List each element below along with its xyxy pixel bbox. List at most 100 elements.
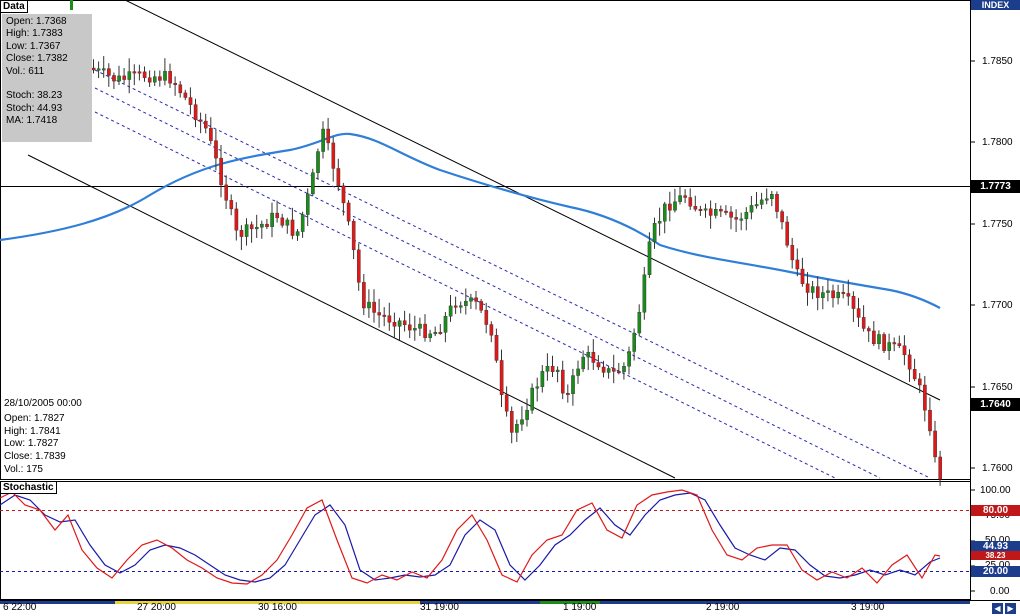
stoch-d-badge: 38.23 (971, 551, 1020, 560)
data-window-line: Stoch: 44.93 (6, 102, 63, 114)
candle-body (892, 342, 897, 345)
candle-body (423, 323, 427, 338)
candle-body (525, 410, 529, 420)
candle-body (397, 320, 402, 327)
candle-body (321, 128, 325, 152)
stoch-plot-frame (0, 481, 971, 600)
candle-body (484, 310, 489, 325)
candle-body (464, 300, 468, 306)
candle-body (627, 351, 631, 367)
candle-body (188, 97, 193, 105)
channel-upper-line (124, 0, 941, 401)
stoch-d-line (0, 492, 941, 583)
candle-body (428, 333, 433, 338)
stoch-axis-label: 100.00 (980, 485, 1011, 496)
moving-average-line (0, 132, 941, 309)
candle-body (673, 201, 677, 211)
candle-body (668, 203, 672, 211)
candle-body (311, 172, 315, 195)
candle-body (336, 168, 341, 187)
candle-body (907, 354, 912, 370)
session-bar (540, 601, 600, 604)
candle-body (622, 366, 626, 372)
candle-body (897, 343, 902, 346)
candle-body (918, 378, 922, 386)
stoch-20-badge: 20.00 (971, 566, 1020, 577)
data-window-line: Close: 1.7382 (6, 53, 68, 65)
candle-body (326, 128, 331, 144)
candle-body (805, 283, 810, 293)
candle-body (637, 312, 642, 334)
bar-info: 28/10/2005 00:00 Open: 1.7827 High: 1.78… (4, 398, 82, 477)
candle-body (591, 352, 596, 363)
candle-body (438, 332, 443, 334)
candle-body (877, 334, 881, 345)
candle-body (70, 0, 73, 10)
time-axis-label: 3 19:00 (851, 602, 885, 613)
candle-body (887, 342, 891, 351)
candle-body (520, 419, 524, 425)
price-axis-label: 1.7700 (982, 300, 1013, 311)
candle-body (408, 324, 412, 331)
candle-body (260, 223, 264, 228)
candle-body (372, 301, 376, 313)
candle-body (96, 68, 101, 71)
candle-body (387, 315, 392, 323)
candle-body (203, 120, 208, 129)
stoch-axis-label: 0.00 (990, 586, 1010, 597)
candle-body (826, 290, 830, 293)
candlestick-series (70, 0, 942, 486)
candle-body (535, 386, 540, 389)
candle-body (168, 71, 172, 84)
arrow-left-icon[interactable]: ◀ (992, 603, 1003, 614)
price-axis-label: 1.7600 (982, 463, 1013, 474)
candle-body (912, 369, 917, 380)
index-badge: INDEX (971, 0, 1020, 10)
candle-body (841, 291, 846, 294)
candle-body (300, 214, 305, 232)
candle-body (413, 328, 417, 331)
candle-body (816, 286, 820, 298)
candle-body (739, 218, 744, 221)
candle-body (729, 211, 733, 218)
candle-body (147, 77, 152, 83)
candle-body (800, 268, 805, 284)
candle-body (938, 456, 942, 480)
candle-body (362, 282, 366, 309)
candle-body (708, 208, 713, 216)
candle-body (510, 411, 514, 433)
candle-body (688, 197, 693, 207)
candle-body (923, 384, 927, 411)
candle-body (448, 305, 453, 317)
candle-body (285, 219, 290, 226)
candle-body (698, 209, 703, 211)
candle-body (867, 328, 871, 332)
candle-body (851, 296, 856, 309)
stoch-80-badge: 80.00 (971, 505, 1020, 516)
candle-body (142, 71, 147, 78)
last-price-badge: 1.7640 (971, 398, 1020, 411)
candle-body (576, 368, 580, 376)
session-bar (0, 601, 115, 604)
stochastic-tab[interactable]: Stochastic (0, 481, 57, 494)
data-tab[interactable]: Data (0, 0, 28, 13)
candle-body (561, 369, 565, 394)
candle-body (418, 323, 422, 329)
candle-body (132, 71, 137, 74)
candle-body (122, 75, 126, 80)
data-window-line: Low: 1.7367 (6, 40, 61, 52)
candle-body (249, 224, 254, 230)
candle-body (346, 202, 351, 222)
candle-body (183, 92, 188, 98)
session-bar (420, 601, 540, 604)
candle-body (209, 127, 213, 141)
channel-lines[interactable] (27, 0, 941, 479)
bar-info-line: Open: 1.7827 (4, 412, 65, 424)
arrow-right-icon[interactable]: ▶ (1005, 603, 1016, 614)
candle-body (765, 198, 769, 201)
candle-body (127, 71, 132, 80)
candle-body (606, 368, 611, 373)
candle-body (163, 71, 167, 81)
candle-body (566, 392, 570, 395)
